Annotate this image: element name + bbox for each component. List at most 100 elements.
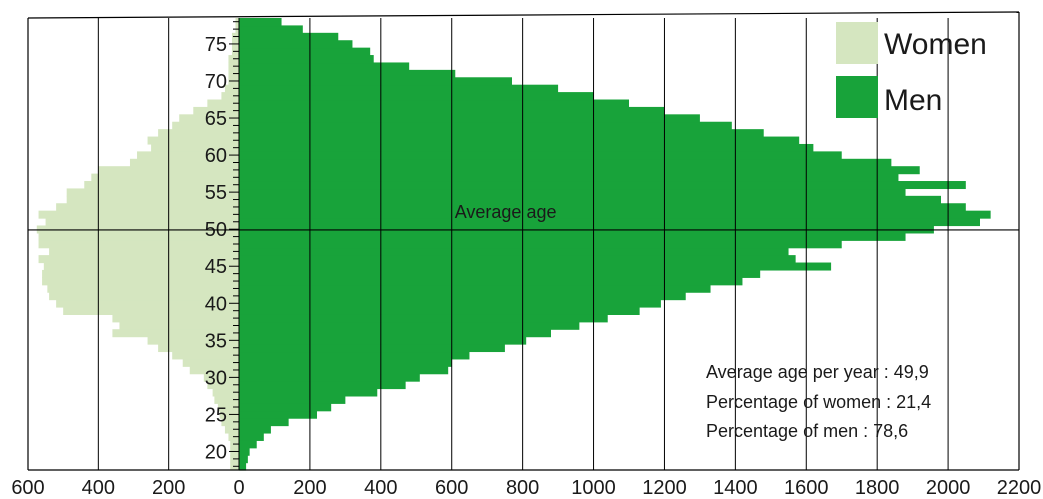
bar-men-age-58 <box>239 166 920 175</box>
bar-men-age-62 <box>239 136 800 145</box>
age-tick-label-35: 35 <box>205 330 227 352</box>
bar-men-age-57 <box>239 173 899 182</box>
bar-men-age-67 <box>239 99 629 108</box>
bar-men-age-71 <box>239 69 456 78</box>
x-tick-label-right-2200: 2200 <box>997 477 1042 499</box>
men-bars <box>239 18 991 471</box>
legend-swatch-men <box>836 76 878 118</box>
x-tick-label-right-2000: 2000 <box>926 477 971 499</box>
age-tick-label-40: 40 <box>205 293 227 315</box>
bar-men-age-56 <box>239 181 966 190</box>
bar-men-age-52 <box>239 210 991 219</box>
bar-women-age-35 <box>147 336 239 345</box>
bar-women-age-59 <box>129 158 239 167</box>
bar-men-age-27 <box>239 395 346 404</box>
age-tick-label-75: 75 <box>205 34 227 56</box>
bar-men-age-22 <box>239 432 264 441</box>
bar-women-age-40 <box>56 299 240 308</box>
annotation-average-age: Average age per year : 49,9 <box>706 362 929 382</box>
bar-men-age-43 <box>239 277 743 286</box>
bar-women-age-49 <box>38 232 239 241</box>
bar-men-age-36 <box>239 329 551 338</box>
bar-men-age-59 <box>239 158 892 167</box>
bar-men-age-77 <box>239 25 303 34</box>
bar-women-age-41 <box>49 292 239 301</box>
bar-women-age-34 <box>158 344 239 353</box>
bar-women-age-64 <box>172 121 239 130</box>
bar-men-age-30 <box>239 373 420 382</box>
x-tick-label-left-600: 600 <box>11 477 44 499</box>
x-tick-label-right-400: 400 <box>364 477 397 499</box>
bar-women-age-69 <box>224 84 239 93</box>
bar-men-age-44 <box>239 269 761 278</box>
bar-men-age-53 <box>239 203 966 212</box>
plot-frame <box>27 11 1020 471</box>
vertical-gridlines <box>27 18 1020 470</box>
bar-women-age-61 <box>151 143 239 152</box>
bar-women-age-31 <box>189 366 239 375</box>
statistics-annotations: Average age per year : 49,9 Percentage o… <box>706 362 931 441</box>
bar-women-age-37 <box>119 321 239 330</box>
bar-men-age-18 <box>239 462 247 471</box>
x-tick-label-right-1000: 1000 <box>571 477 616 499</box>
bar-men-age-34 <box>239 344 505 353</box>
bar-men-age-63 <box>239 129 764 138</box>
bar-women-age-43 <box>42 277 239 286</box>
bar-men-age-76 <box>239 32 339 41</box>
x-tick-label-right-1800: 1800 <box>855 477 900 499</box>
bar-men-age-37 <box>239 321 580 330</box>
bar-men-age-51 <box>239 218 980 227</box>
age-tick-label-60: 60 <box>205 145 227 167</box>
bar-women-age-23 <box>224 425 239 434</box>
bar-men-age-75 <box>239 40 353 49</box>
bar-men-age-42 <box>239 284 711 293</box>
bar-men-age-33 <box>239 351 470 360</box>
average-age-label: Average age <box>455 202 557 222</box>
bar-men-age-60 <box>239 151 842 160</box>
x-tick-label-left-400: 400 <box>82 477 115 499</box>
bar-women-age-68 <box>221 92 239 101</box>
bar-men-age-21 <box>239 440 257 449</box>
bar-women-age-48 <box>38 240 239 249</box>
x-tick-label-right-1600: 1600 <box>784 477 829 499</box>
bar-women-age-56 <box>84 181 240 190</box>
bar-men-age-19 <box>239 455 248 464</box>
bar-women-age-46 <box>38 255 239 264</box>
x-tick-label-right-1400: 1400 <box>713 477 758 499</box>
bar-men-age-28 <box>239 388 378 397</box>
annotation-percentage-men: Percentage of men : 78,6 <box>706 421 908 441</box>
bar-women-age-66 <box>193 106 239 115</box>
legend-swatch-women <box>836 22 878 64</box>
bar-men-age-65 <box>239 114 700 123</box>
bar-men-age-45 <box>239 262 832 271</box>
bar-men-age-47 <box>239 247 789 256</box>
age-tick-label-25: 25 <box>205 404 227 426</box>
bar-women-age-53 <box>56 203 240 212</box>
bar-women-age-36 <box>112 329 239 338</box>
annotation-percentage-women: Percentage of women : 21,4 <box>706 392 931 412</box>
frame-top <box>27 11 1020 19</box>
bar-women-age-27 <box>214 395 239 404</box>
bar-men-age-49 <box>239 232 906 241</box>
bar-men-age-46 <box>239 255 796 264</box>
bar-men-age-20 <box>239 447 250 456</box>
bar-men-age-55 <box>239 188 906 197</box>
bar-women-age-54 <box>66 195 239 204</box>
bar-women-age-60 <box>137 151 239 160</box>
bar-men-age-69 <box>239 84 559 93</box>
age-tick-label-20: 20 <box>205 441 227 463</box>
bar-women-age-33 <box>172 351 239 360</box>
bar-women-age-30 <box>203 373 239 382</box>
bar-women-age-57 <box>91 173 239 182</box>
legend: Women Men <box>836 22 987 118</box>
bar-men-age-31 <box>239 366 449 375</box>
bar-men-age-61 <box>239 143 814 152</box>
age-tick-label-65: 65 <box>205 108 227 130</box>
bar-women-age-39 <box>63 306 239 315</box>
bar-men-age-41 <box>239 292 686 301</box>
bar-men-age-78 <box>239 18 282 27</box>
bar-men-age-68 <box>239 92 594 101</box>
bar-women-age-65 <box>179 114 239 123</box>
age-tick-label-45: 45 <box>205 256 227 278</box>
